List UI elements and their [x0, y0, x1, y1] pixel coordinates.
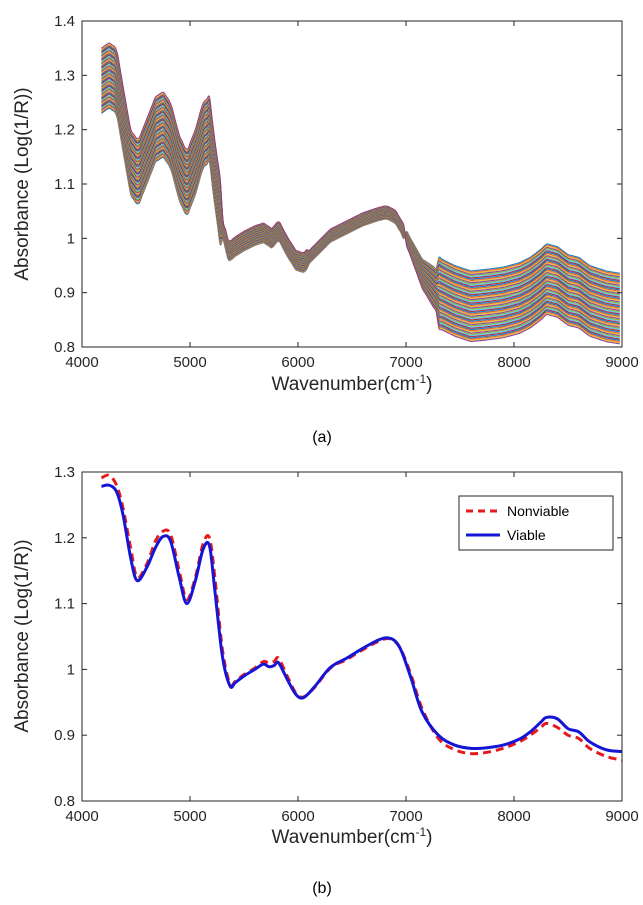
legend-label-nonviable: Nonviable — [507, 503, 569, 519]
panel-label-b: (b) — [312, 880, 332, 897]
y-tick-label-b-0: 0.8 — [54, 793, 75, 810]
x-tick-label-a-3: 7000 — [389, 354, 422, 371]
x-axis-label-a: Wavenumber(cm-1) — [272, 372, 433, 395]
axes-box-b — [81, 471, 623, 802]
panel-b: 4000 5000 6000 7000 8000 9000 0.8 0.9 1 1.1 1.2 1.3… — [12, 464, 639, 897]
spectrum-line — [101, 42, 620, 345]
x-tick-label-a-5: 9000 — [605, 354, 638, 371]
spectra-lines-a — [101, 42, 620, 345]
y-tick-label-a-6: 1.4 — [54, 13, 75, 30]
x-tick-label-b-4: 8000 — [497, 808, 530, 825]
ticks-a: 4000 5000 6000 7000 8000 9000 0.8 0.9 1 1.1 1.2 1.3… — [54, 13, 639, 371]
y-tick-label-b-5: 1.3 — [54, 464, 75, 481]
x-tick-label-b-1: 5000 — [173, 808, 206, 825]
x-axis-label-b: Wavenumber(cm-1) — [272, 825, 433, 848]
y-axis-label-b: Absorbance (Log(1/R)) — [12, 539, 33, 732]
x-tick-label-b-3: 7000 — [389, 808, 422, 825]
x-tick-label-a-2: 6000 — [281, 354, 314, 371]
x-tick-label-a-0: 4000 — [65, 354, 98, 371]
y-tick-label-b-3: 1.1 — [54, 596, 75, 613]
ticks-b: 4000 5000 6000 7000 8000 9000 0.8 0.9 1 1.1 1.2 1.3 — [54, 464, 639, 825]
series-lines-b — [100, 473, 622, 762]
y-tick-label-a-1: 0.9 — [54, 285, 75, 302]
y-tick-label-a-3: 1.1 — [54, 176, 75, 193]
y-tick-label-b-1: 0.9 — [54, 727, 75, 744]
series-line-viable — [101, 483, 622, 754]
x-tick-label-b-5: 9000 — [605, 808, 638, 825]
y-tick-label-a-2: 1 — [67, 230, 75, 247]
x-tick-label-a-4: 8000 — [497, 354, 530, 371]
panel-label-a: (a) — [312, 429, 332, 446]
y-axis-label-a: Absorbance (Log(1/R)) — [12, 87, 33, 280]
panel-a: 4000 5000 6000 7000 8000 9000 0.8 0.9 1 1.1 1.2 1.3… — [12, 13, 639, 446]
legend-b: Nonviable Viable — [458, 495, 614, 551]
y-tick-label-a-4: 1.2 — [54, 122, 75, 139]
x-tick-label-b-2: 6000 — [281, 808, 314, 825]
y-tick-label-b-2: 1 — [67, 661, 75, 678]
y-tick-label-a-5: 1.3 — [54, 67, 75, 84]
y-tick-label-b-4: 1.2 — [54, 530, 75, 547]
y-tick-label-a-0: 0.8 — [54, 339, 75, 356]
legend-label-viable: Viable — [507, 527, 546, 543]
legend-box — [458, 495, 614, 551]
x-tick-label-a-1: 5000 — [173, 354, 206, 371]
x-tick-label-b-0: 4000 — [65, 808, 98, 825]
